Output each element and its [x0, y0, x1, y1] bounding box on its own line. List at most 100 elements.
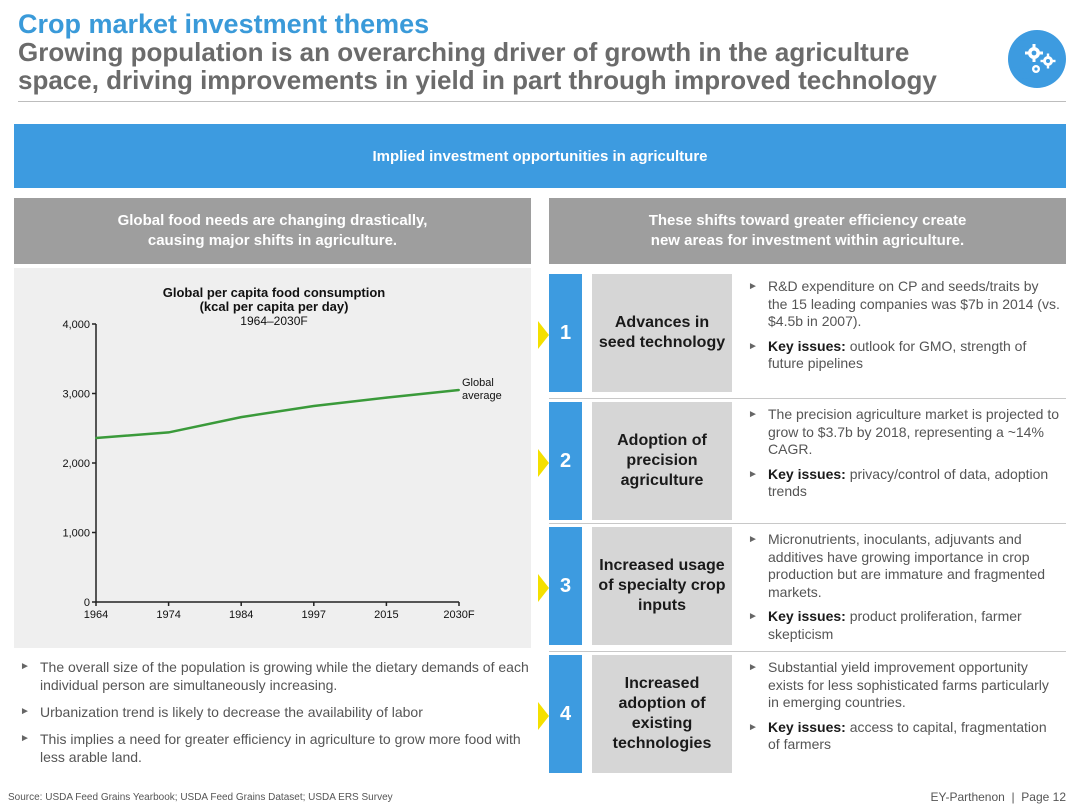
source-note: Source: USDA Feed Grains Yearbook; USDA …: [8, 792, 393, 803]
row-label: Increased usage of specialty crop inputs: [592, 527, 732, 645]
bullet-arrow-icon: ►: [748, 534, 758, 545]
x-axis-ticks: 1964 1974 1984 1997 2015 2030F: [84, 602, 475, 621]
list-item: ► Key issues: access to capital, fragmen…: [748, 719, 1060, 754]
list-item: ► Key issues: outlook for GMO, strength …: [748, 338, 1060, 373]
data-point: [312, 405, 315, 408]
row-notes: ► Micronutrients, inoculants, adjuvants …: [748, 531, 1060, 650]
series-layer: [95, 388, 460, 440]
list-item: ► Key issues: product proliferation, far…: [748, 608, 1060, 643]
logo-number: 3: [1010, 30, 1040, 90]
gears-icon: [1025, 44, 1056, 73]
x-tick-label: 2030F: [443, 609, 474, 621]
row-number: 3: [549, 527, 582, 645]
list-item: ► R&D expenditure on CP and seeds/traits…: [748, 278, 1060, 331]
opportunity-row-1: 1 Advances in seed technology ► R&D expe…: [538, 274, 1066, 396]
bullet-arrow-icon: ►: [748, 409, 758, 420]
bullet-arrow-icon: ►: [748, 468, 758, 480]
legend-label-line2: average: [462, 390, 502, 402]
pointer-arrow-icon: [538, 702, 549, 730]
list-item: ► Substantial yield improvement opportun…: [748, 659, 1060, 712]
page-title: Crop market investment themes: [18, 9, 430, 39]
y-tick-label: 1,000: [62, 528, 90, 540]
list-item: ► The precision agriculture market is pr…: [748, 406, 1060, 459]
bullet-arrow-icon: ►: [748, 721, 758, 733]
row-number: 2: [549, 402, 582, 520]
food-consumption-chart: Global per capita food consumption (kcal…: [14, 268, 531, 648]
x-tick-label: 2015: [374, 609, 398, 621]
bullet-arrow-icon: ►: [748, 611, 758, 622]
list-item: ► Key issues: privacy/control of data, a…: [748, 466, 1060, 501]
bullet-text: Urbanization trend is likely to decrease…: [40, 704, 423, 720]
left-heading-line1: Global food needs are changing drastical…: [117, 212, 428, 229]
row-notes: ► The precision agriculture market is pr…: [748, 406, 1060, 508]
bullet-text: Micronutrients, inoculants, adjuvants an…: [768, 531, 1046, 600]
bullet-arrow-icon: ►: [748, 340, 758, 352]
left-bullet-list: ► The overall size of the population is …: [20, 658, 530, 775]
data-point: [95, 436, 97, 439]
row-divider: [549, 398, 1066, 399]
opportunity-row-3: 3 Increased usage of specialty crop inpu…: [538, 523, 1066, 650]
y-tick-label: 2,000: [62, 458, 90, 470]
pointer-arrow-icon: [538, 574, 549, 602]
row-label: Advances in seed technology: [592, 274, 732, 392]
bullet-text: outlook for GMO, strength of future pipe…: [768, 337, 1027, 372]
list-item: ► Micronutrients, inoculants, adjuvants …: [748, 531, 1060, 601]
row-notes: ► R&D expenditure on CP and seeds/traits…: [748, 278, 1060, 380]
opportunity-row-2: 2 Adoption of precision agriculture ► Th…: [538, 398, 1066, 524]
row-divider: [549, 651, 1066, 652]
bullet-text: privacy/control of data, adoption trends: [768, 465, 1049, 500]
data-point: [167, 431, 170, 434]
chart-canvas: Global per capita food consumption (kcal…: [62, 285, 502, 621]
x-tick-label: 1984: [229, 609, 253, 621]
bullet-arrow-icon: ►: [20, 706, 30, 717]
chart-title-line2: (kcal per capita per day): [200, 299, 349, 314]
left-heading-line2: causing major shifts in agriculture.: [147, 232, 398, 249]
opportunity-row-4: 4 Increased adoption of existing technol…: [538, 651, 1066, 777]
chart-subtitle: 1964–2030F: [240, 314, 307, 328]
key-issues-label: Key issues:: [768, 608, 846, 624]
list-item: ► The overall size of the population is …: [20, 658, 530, 694]
bullet-arrow-icon: ►: [20, 661, 30, 672]
list-item: ► Urbanization trend is likely to decrea…: [20, 703, 530, 721]
bullet-text: The overall size of the population is gr…: [40, 659, 529, 693]
bullet-arrow-icon: ►: [20, 733, 30, 744]
row-label: Adoption of precision agriculture: [592, 402, 732, 520]
y-tick-label: 3,000: [62, 389, 90, 401]
bullet-text: access to capital, fragmentation of farm…: [768, 718, 1047, 753]
y-axis-ticks: 0 1,000 2,000 3,000 4,000: [62, 319, 96, 609]
bullet-text: The precision agriculture market is proj…: [768, 406, 1060, 457]
left-heading: Global food needs are changing drastical…: [14, 198, 531, 264]
bullet-arrow-icon: ►: [748, 662, 758, 673]
legend-label-line1: Global: [462, 377, 494, 389]
bullet-text: This implies a need for greater efficien…: [40, 731, 521, 765]
bullet-text: R&D expenditure on CP and seeds/traits b…: [768, 278, 1060, 329]
right-heading-line2: new areas for investment within agricult…: [650, 232, 965, 249]
data-point: [385, 396, 388, 399]
series-line-global-average: [95, 388, 460, 440]
row-notes: ► Substantial yield improvement opportun…: [748, 659, 1060, 761]
data-point: [240, 416, 243, 419]
key-issues-label: Key issues:: [768, 337, 846, 354]
right-heading: These shifts toward greater efficiency c…: [549, 198, 1066, 264]
data-point: [458, 389, 460, 392]
y-tick-label: 4,000: [62, 319, 90, 331]
investment-banner: Implied investment opportunities in agri…: [14, 124, 1066, 188]
banner-text: Implied investment opportunities in agri…: [372, 147, 708, 165]
key-issues-label: Key issues:: [768, 465, 846, 482]
bullet-text: Substantial yield improvement opportunit…: [768, 659, 1049, 710]
key-issues-label: Key issues:: [768, 718, 846, 735]
x-tick-label: 1974: [156, 609, 180, 621]
x-tick-label: 1964: [84, 609, 108, 621]
bullet-text: product proliferation, farmer skepticism: [768, 608, 1022, 642]
row-number: 1: [549, 274, 582, 392]
row-divider: [549, 523, 1066, 524]
row-label: Increased adoption of existing technolog…: [592, 655, 732, 773]
page-subtitle: Growing population is an overarching dri…: [18, 37, 937, 95]
theme-logo: 3: [990, 26, 1066, 92]
page-footer: EY-Parthenon | Page 12: [930, 790, 1066, 804]
chart-title-line1: Global per capita food consumption: [163, 285, 386, 300]
header-divider: [18, 101, 1066, 102]
bullet-arrow-icon: ►: [748, 281, 758, 292]
y-tick-label: 0: [84, 597, 90, 609]
right-heading-line1: These shifts toward greater efficiency c…: [648, 212, 967, 229]
